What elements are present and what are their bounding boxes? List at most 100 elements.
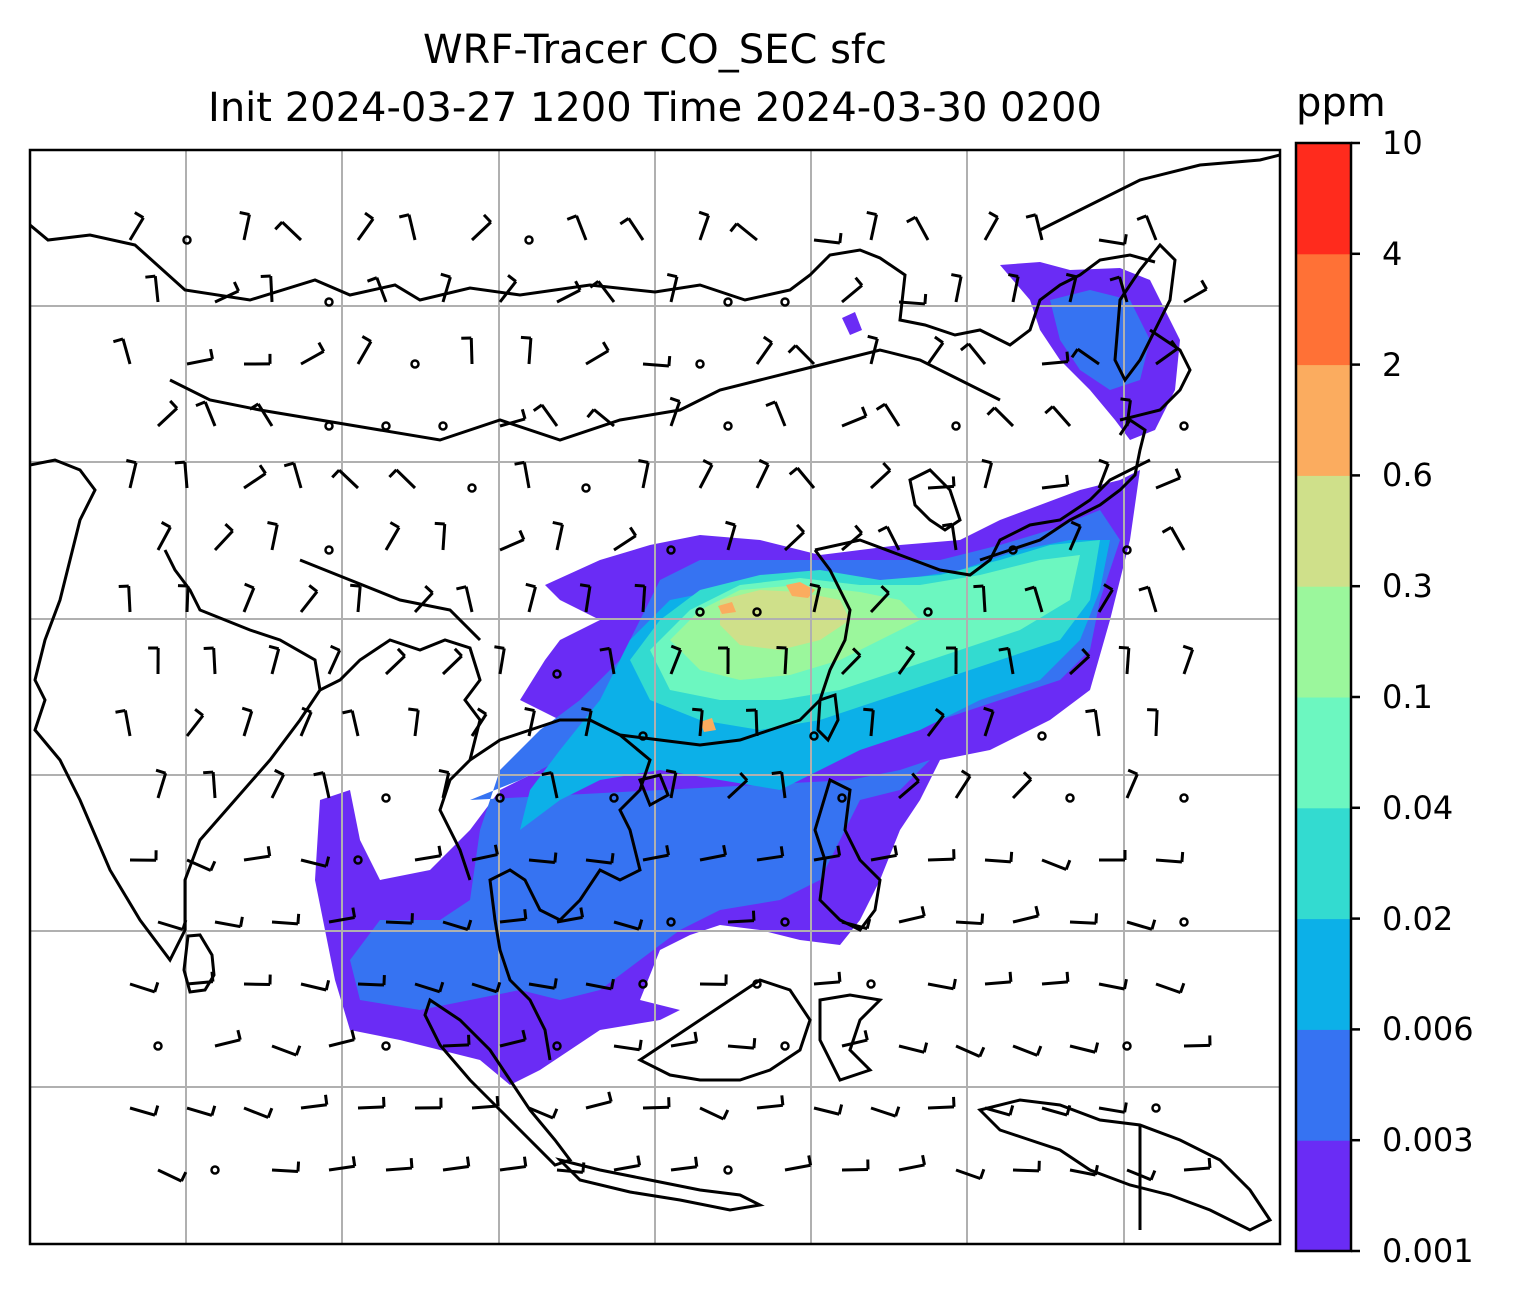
wind-barb-flag [959, 342, 970, 352]
wind-barb-flag [1035, 1045, 1043, 1056]
wind-barb-flag [638, 459, 649, 464]
wind-barb [794, 344, 816, 366]
wind-barb-flag [951, 273, 962, 278]
wind-barb-flag [836, 845, 842, 856]
wind-barb [955, 1044, 981, 1058]
wind-barb [186, 357, 213, 366]
wind-barb-calm [1122, 545, 1132, 555]
co-contour-band [700, 718, 716, 732]
wind-barb [281, 220, 303, 242]
wind-barb [726, 524, 737, 551]
wind-barb [203, 401, 217, 427]
wind-barb-calm [495, 793, 505, 803]
co-contour-band [786, 582, 815, 598]
colorbar-tick-label: 10 [1382, 124, 1423, 162]
wind-barb [556, 1168, 584, 1174]
wind-barb [613, 1163, 640, 1172]
wind-barb-flag [476, 707, 487, 716]
wind-barb [699, 1106, 725, 1121]
wind-barb-flag [863, 1030, 869, 1041]
wind-barb-flag [153, 981, 160, 993]
wind-barb [755, 341, 774, 365]
wind-barb [338, 469, 360, 490]
wind-barb-calm [809, 731, 819, 741]
wind-barb-calm [153, 1041, 163, 1051]
wind-barb-flag [301, 706, 312, 714]
wind-barb-calm [353, 855, 363, 865]
wind-barb-flag [522, 1156, 528, 1167]
wind-barb [153, 275, 160, 303]
wind-barb [243, 982, 271, 987]
wind-barb-flag [979, 1168, 986, 1180]
wind-barb-flag [629, 526, 638, 537]
wind-barb-flag [922, 1042, 929, 1053]
wind-barb [1033, 586, 1044, 613]
wind-barb-flag [493, 844, 499, 855]
wind-barb [883, 403, 901, 427]
wind-barb-flag [408, 707, 419, 712]
wind-barb [885, 526, 901, 551]
wind-barb-flag [978, 1046, 986, 1058]
wind-barb [954, 276, 963, 303]
wind-barb [470, 713, 488, 737]
wind-barb [813, 854, 840, 862]
wind-barb [356, 217, 375, 241]
wind-barb-calm [866, 979, 876, 989]
wind-barb-flag [1200, 279, 1208, 290]
wind-barb-flag [1085, 708, 1096, 714]
wind-barb-flag [351, 1156, 357, 1167]
wind-barb [442, 1043, 470, 1048]
wind-barb [299, 590, 319, 613]
wind-barb [395, 468, 417, 490]
wind-barb [271, 1168, 299, 1174]
wind-barb-flag [574, 280, 582, 291]
wind-barb [869, 709, 875, 737]
wind-barb-flag [388, 468, 398, 479]
wind-barb-flag [638, 1039, 643, 1050]
wind-barb-calm [837, 793, 847, 803]
wind-barb [1125, 773, 1139, 799]
wind-barb-flag [1207, 1157, 1212, 1169]
wind-barb-flag [424, 584, 434, 594]
wind-barb-flag [1065, 1104, 1072, 1116]
wind-barb [1011, 778, 1033, 800]
wind-barb [385, 920, 413, 925]
wind-barb-calm [1151, 1103, 1161, 1113]
wind-barb [300, 1103, 327, 1110]
wind-barb-flag [495, 1095, 500, 1107]
wind-barb [214, 920, 241, 929]
wind-barb [950, 524, 958, 551]
wind-barb-flag [514, 460, 525, 466]
wind-barb [796, 467, 816, 489]
wind-barb-calm [1179, 793, 1189, 803]
wind-barb-flag [665, 769, 677, 774]
wind-barb-flag [169, 399, 179, 410]
wind-barb [993, 406, 1015, 428]
wind-barb-flag [619, 217, 630, 226]
wind-barb [1007, 648, 1015, 675]
title-line-2: Init 2024-03-27 1200 Time 2024-03-30 020… [208, 85, 1102, 131]
wind-barb [186, 980, 214, 986]
wind-barb-flag [524, 707, 535, 713]
wind-barb-flag [1174, 468, 1182, 479]
wind-barb-flag [669, 396, 681, 403]
wind-barb [357, 982, 385, 987]
wind-barb-flag [283, 461, 295, 468]
wind-barb [642, 853, 669, 862]
wind-barb [556, 288, 581, 304]
wind-barb-calm [467, 483, 477, 493]
wind-barb [585, 1100, 612, 1110]
colorbar-tick-label: 0.6 [1382, 456, 1433, 495]
colorbar-tick-label: 0.006 [1382, 1010, 1474, 1049]
coastline-kamchatka [1039, 153, 1280, 232]
wind-barb-flag [1065, 971, 1070, 982]
wind-barb [157, 920, 184, 932]
wind-barb-flag [951, 476, 956, 487]
wind-barb [128, 462, 138, 489]
wind-barb-flag [776, 645, 787, 650]
wind-barb-flag [364, 211, 375, 221]
wind-barb-flag [1170, 339, 1179, 350]
wind-barb [156, 526, 172, 551]
wind-barb-flag [1182, 644, 1194, 651]
wind-barb [1155, 347, 1179, 366]
